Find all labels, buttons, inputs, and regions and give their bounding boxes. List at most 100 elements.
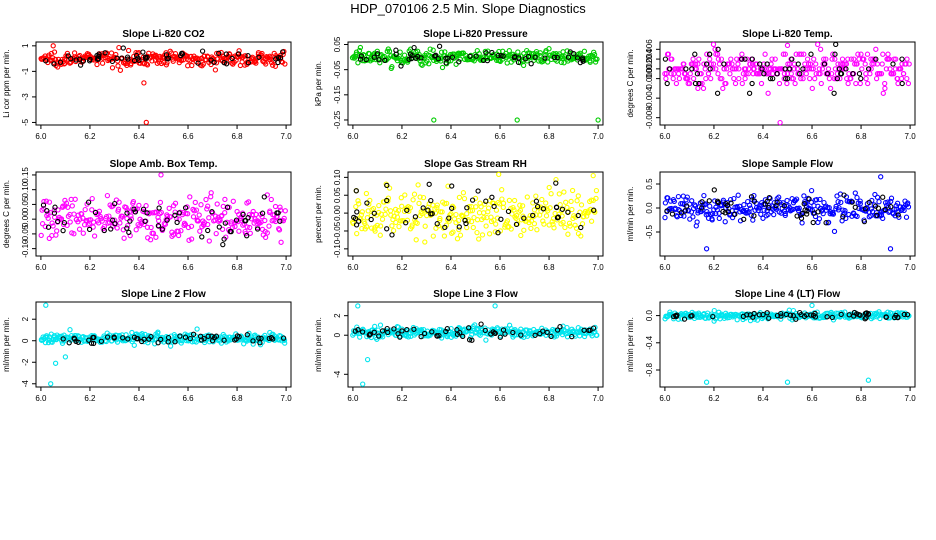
data-point <box>193 207 200 213</box>
data-point <box>472 322 478 328</box>
data-point <box>377 60 383 66</box>
data-point-alt <box>435 56 441 62</box>
data-point <box>858 51 864 57</box>
data-point <box>230 198 236 204</box>
data-point-alt <box>273 56 279 62</box>
data-point <box>199 63 205 69</box>
data-point <box>546 46 552 52</box>
data-point-alt <box>205 227 211 234</box>
data-point-alt <box>699 205 705 211</box>
data-point-alt <box>858 75 864 82</box>
data-point-alt <box>139 338 145 345</box>
data-point-alt <box>774 71 780 77</box>
data-point <box>893 56 899 62</box>
data-point <box>854 194 860 201</box>
data-point <box>272 63 279 69</box>
data-point-alt <box>240 211 246 218</box>
data-point <box>407 205 414 211</box>
data-point <box>172 200 179 206</box>
data-point-alt <box>148 333 154 340</box>
data-point-alt <box>800 66 806 72</box>
x-tick-label: 6.4 <box>445 394 457 403</box>
data-point <box>473 204 479 210</box>
data-point <box>422 239 428 245</box>
data-point-alt <box>789 56 795 62</box>
data-point <box>386 185 393 191</box>
data-point <box>707 203 713 209</box>
x-tick-label: 6.2 <box>396 132 408 141</box>
data-point-alt <box>732 211 738 217</box>
data-point <box>212 213 219 219</box>
data-point <box>121 235 127 241</box>
data-point <box>434 205 440 211</box>
data-point <box>743 71 749 77</box>
data-point <box>278 239 284 245</box>
data-point-alt <box>275 55 282 61</box>
data-point-alt <box>801 201 807 207</box>
data-point-alt <box>112 220 118 227</box>
data-point-alt <box>829 314 835 321</box>
data-point <box>524 194 530 200</box>
data-point <box>676 207 682 213</box>
data-point-alt <box>86 226 93 233</box>
data-point <box>379 216 386 222</box>
data-point <box>817 196 823 203</box>
data-point <box>880 51 886 57</box>
outlier-point <box>777 119 783 126</box>
data-point <box>45 215 51 221</box>
data-point <box>355 198 361 204</box>
data-point-alt <box>812 314 819 320</box>
data-point <box>430 47 436 53</box>
outlier-point <box>52 360 59 366</box>
data-point-alt <box>790 313 796 319</box>
data-point <box>236 48 242 54</box>
data-point-alt <box>806 196 812 202</box>
data-point <box>887 66 893 72</box>
data-point-alt <box>725 209 732 215</box>
data-point <box>511 197 518 204</box>
data-point <box>398 195 404 201</box>
data-point-alt <box>443 60 449 66</box>
data-point <box>51 49 58 55</box>
data-point-alt <box>482 327 488 334</box>
x-tick-label: 7.0 <box>905 132 917 141</box>
figure-title: HDP_070106 2.5 Min. Slope Diagnostics <box>350 1 586 16</box>
data-point <box>567 223 573 229</box>
x-tick-label: 6.0 <box>35 263 47 272</box>
data-point-alt <box>233 217 240 223</box>
data-point-alt <box>469 337 475 343</box>
data-point <box>222 210 228 216</box>
data-point <box>687 71 693 77</box>
data-point <box>427 46 433 52</box>
data-point-alt <box>888 204 894 210</box>
data-point <box>888 195 895 201</box>
data-point <box>819 66 826 72</box>
data-point-alt <box>711 187 717 193</box>
data-point-alt <box>270 336 276 342</box>
data-point-alt <box>109 58 116 65</box>
data-point <box>709 217 715 223</box>
data-point <box>540 218 546 224</box>
data-point <box>882 80 888 87</box>
data-point <box>854 61 860 67</box>
data-point-alt <box>111 335 117 341</box>
data-point-alt <box>710 313 716 320</box>
data-point-alt <box>368 216 374 223</box>
data-point-alt <box>856 71 863 77</box>
data-point <box>198 202 204 208</box>
data-point <box>280 51 286 58</box>
data-point-alt <box>245 215 251 221</box>
data-point-alt <box>823 220 829 226</box>
data-point <box>771 211 777 218</box>
data-point <box>245 199 252 205</box>
data-point <box>116 44 122 51</box>
data-point <box>410 197 416 203</box>
data-point <box>274 213 280 219</box>
data-point <box>425 204 431 210</box>
data-point-alt <box>384 197 390 204</box>
data-point <box>591 51 598 58</box>
data-point-alt <box>102 50 108 56</box>
y-axis-label: percent per min. <box>314 185 323 243</box>
panel-title: Slope Line 3 Flow <box>433 289 518 300</box>
data-point-alt <box>418 55 424 61</box>
